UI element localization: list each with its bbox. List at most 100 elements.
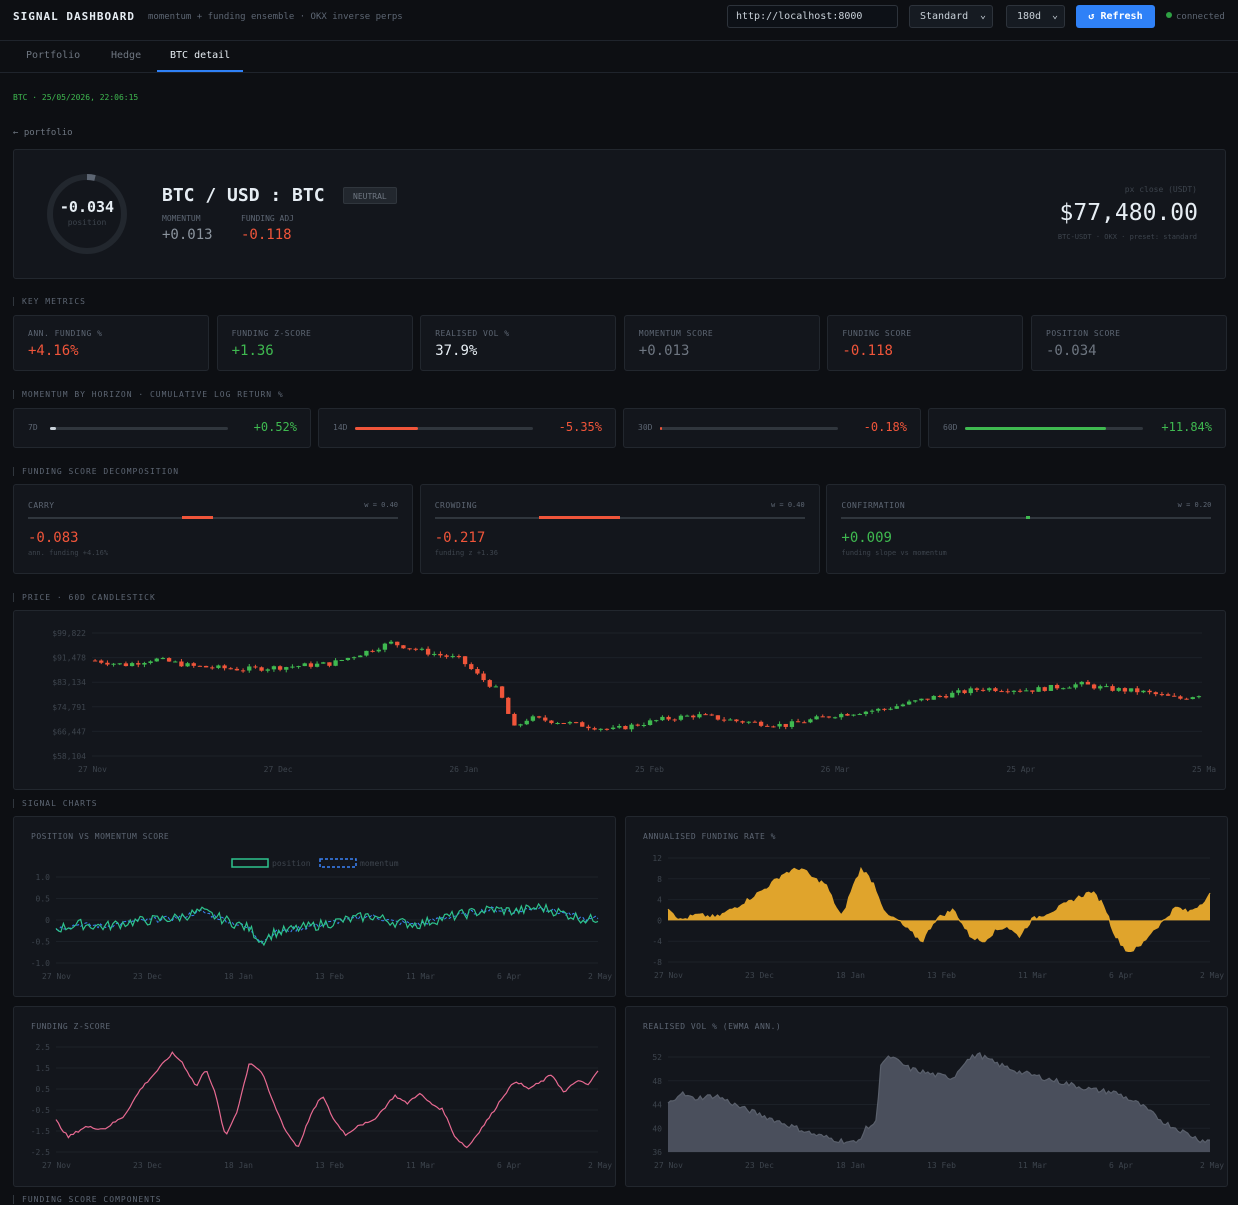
y-tick-label: 12	[652, 854, 662, 863]
funding-component-card: CONFIRMATION w = 0.20 +0.009 funding slope …	[826, 484, 1227, 574]
tab-portfolio[interactable]: Portfolio	[26, 50, 81, 61]
metric-label: MOMENTUM SCORE	[638, 329, 714, 338]
chart-title: ANNUALISED FUNDING RATE %	[643, 832, 776, 841]
candle-body	[1067, 687, 1072, 689]
x-tick-label: 11 Mar	[406, 1161, 435, 1170]
component-label: CONFIRMATION	[841, 501, 906, 510]
px-close-label: px close (USDT)	[1124, 185, 1197, 194]
component-weight: w = 0.40	[364, 501, 398, 509]
y-tick-label: 1.5	[36, 1064, 51, 1073]
candle-body	[1017, 690, 1023, 692]
candle-body	[290, 666, 295, 668]
candle-body	[629, 724, 634, 730]
y-tick-label: 0	[657, 916, 662, 925]
candle-body	[1036, 687, 1041, 692]
metric-label: FUNDING Z-SCORE	[231, 329, 312, 338]
metric-value: +4.16%	[28, 343, 79, 359]
candle-body	[728, 719, 733, 721]
candle-body	[308, 663, 314, 667]
y-tick-label: 0	[45, 916, 50, 925]
candle-body	[647, 720, 653, 726]
x-tick-label: 27 Dec	[264, 765, 293, 774]
preset-select[interactable]: Standard ⌄	[909, 5, 993, 28]
component-value: -0.217	[434, 530, 486, 546]
candle-body	[173, 661, 178, 663]
candle-body	[721, 719, 727, 721]
x-tick-label: 13 Feb	[315, 972, 344, 981]
funding-adj-label: FUNDING ADJ	[241, 214, 294, 223]
candle-body	[450, 656, 455, 658]
horizon-value: -0.18%	[863, 420, 907, 434]
candle-body	[382, 643, 388, 650]
y-tick-label: 36	[652, 1148, 662, 1157]
candle-body	[333, 660, 338, 666]
candle-body	[654, 720, 659, 722]
candle-body	[1005, 691, 1010, 693]
position-momentum-chart-card: POSITION VS MOMENTUM SCORE 1.0 0.5 0 -0.5 -1…	[13, 816, 616, 997]
funding-zscore-chart-card: FUNDING Z-SCORE 2.5 1.5 0.5 -0.5 -1.5 -2.5 27 …	[13, 1006, 616, 1187]
component-bar-fill	[1026, 516, 1030, 519]
lookback-select[interactable]: 180d ⌄	[1006, 5, 1065, 28]
funding-component-card: CROWDING w = 0.40 -0.217 funding z +1.36	[419, 484, 820, 574]
status-dot-icon	[1166, 12, 1172, 18]
candle-body	[512, 713, 517, 726]
candle-body	[462, 656, 468, 665]
horizon-card: 30D -0.18%	[623, 408, 921, 448]
y-tick-label: $83,134	[52, 678, 86, 687]
funding-zscore-chart: 2.5 1.5 0.5 -0.5 -1.5 -2.5 27 Nov 23 Dec 18 Jan 1…	[31, 1043, 613, 1170]
candle-body	[598, 728, 603, 730]
candle-body	[253, 666, 258, 668]
horizon-value: +0.52%	[253, 420, 297, 434]
back-to-portfolio-link[interactable]: ← portfolio	[13, 128, 73, 138]
candle-body	[783, 723, 788, 727]
tab-bar: Portfolio Hedge BTC detail	[0, 42, 1238, 73]
candle-body	[530, 716, 536, 721]
candle-body	[1190, 697, 1195, 700]
candle-body	[1116, 688, 1121, 691]
metric-value: -0.118	[842, 343, 893, 359]
x-tick-label: 18 Jan	[224, 972, 253, 981]
tab-hedge[interactable]: Hedge	[111, 50, 142, 61]
price-candlestick-chart: $99,822 $91,478 $83,134 $74,791 $66,447 $58,1…	[52, 629, 1216, 774]
candle-body	[845, 714, 850, 716]
px-close-source: BTC-USDT · OKX · preset: standard	[1057, 233, 1197, 241]
candle-body	[1048, 684, 1054, 691]
metric-label: FUNDING SCORE	[842, 329, 912, 338]
candle-body	[1061, 688, 1066, 690]
api-url-input[interactable]: http://localhost:8000	[727, 5, 898, 28]
x-tick-label: 2 May	[588, 1161, 612, 1170]
chevron-down-icon: ⌄	[979, 10, 986, 21]
candle-body	[438, 653, 443, 656]
candle-body	[1141, 690, 1146, 693]
refresh-button[interactable]: ↺ Refresh	[1076, 5, 1155, 28]
x-tick-label: 23 Dec	[745, 1161, 774, 1170]
candle-body	[999, 691, 1004, 693]
candle-body	[993, 688, 998, 692]
candle-body	[1073, 684, 1078, 688]
candle-body	[937, 695, 943, 697]
horizon-card: 7D +0.52%	[13, 408, 311, 448]
candle-body	[1110, 686, 1115, 691]
section-momentum-horizon: MOMENTUM BY HORIZON · CUMULATIVE LOG RET…	[13, 390, 284, 399]
candle-body	[99, 660, 104, 663]
x-tick-label: 11 Mar	[1018, 1161, 1047, 1170]
candle-body	[425, 648, 431, 655]
candle-body	[154, 658, 159, 662]
app-title: SIGNAL DASHBOARD	[13, 10, 135, 23]
metric-card: ANN. FUNDING % +4.16%	[13, 315, 209, 371]
candle-body	[339, 660, 344, 662]
preset-select-value: Standard	[920, 11, 969, 22]
x-tick-label: 27 Nov	[42, 972, 71, 981]
tab-btc-detail[interactable]: BTC detail	[157, 42, 244, 72]
x-tick-label: 23 Dec	[133, 972, 162, 981]
y-tick-label: -0.5	[31, 1106, 50, 1115]
y-tick-label: 0.5	[36, 1085, 51, 1094]
candle-body	[549, 720, 554, 724]
y-tick-label: -1.0	[31, 959, 50, 968]
horizon-label: 14D	[333, 423, 348, 432]
series-line	[55, 902, 599, 947]
candle-body	[678, 715, 684, 720]
funding-rate-chart: 12 8 4 0 -4 -8 27 Nov 23 Dec 18 Jan 13 Feb 11 Mar 6…	[652, 854, 1224, 980]
horizon-bar-track	[965, 427, 1143, 430]
x-tick-label: 13 Feb	[927, 971, 956, 980]
